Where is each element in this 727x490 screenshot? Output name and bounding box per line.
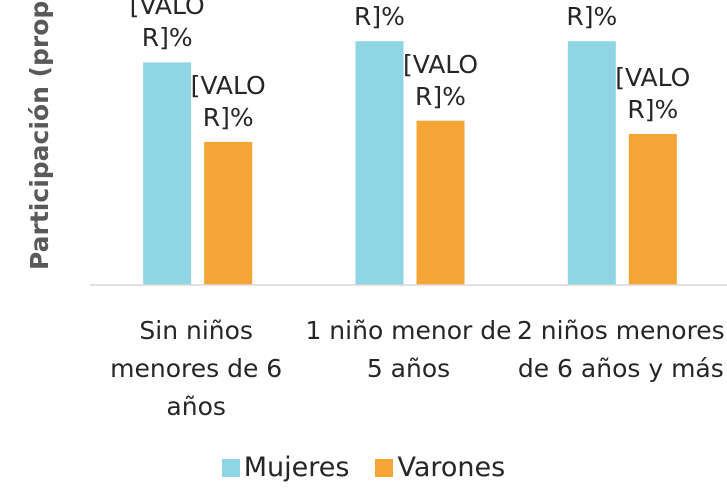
bar — [204, 141, 253, 285]
bar — [567, 41, 616, 286]
x-tick-label: 2 niños menores de 6 años y más — [516, 316, 725, 383]
data-label: [VALOR]% — [566, 2, 618, 32]
legend-item: Mujeres — [221, 452, 350, 483]
legend-label: Mujeres — [243, 452, 350, 483]
bar — [143, 62, 192, 286]
legend-label: Varones — [397, 452, 506, 483]
legend-swatch — [375, 458, 394, 477]
x-tick-label: 1 niño menor de 5 años — [305, 316, 512, 383]
data-label: [VALOR]% — [402, 49, 479, 111]
bar — [416, 120, 465, 285]
y-axis-title: Participación (proporción) — [25, 0, 54, 270]
legend-item: Varones — [375, 452, 505, 483]
data-label: [VALOR]% — [190, 70, 266, 132]
data-label: [VALOR]% — [354, 2, 405, 32]
legend: Mujeres Varones — [0, 452, 727, 483]
x-tick-label: Sin niños menores de 6 años — [110, 316, 283, 421]
bar — [355, 41, 404, 286]
data-label: [VALOR]% — [129, 0, 205, 53]
data-label: [VALOR]% — [615, 62, 691, 124]
legend-swatch — [221, 458, 240, 477]
bar — [628, 133, 677, 285]
